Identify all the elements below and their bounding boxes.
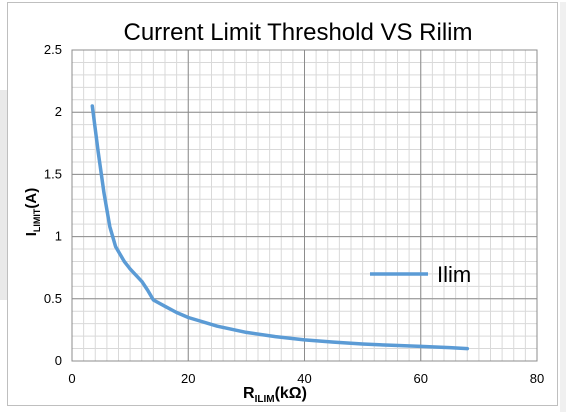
x-axis-title-main: R: [243, 385, 255, 402]
chart-legend: Ilim: [370, 262, 471, 287]
y-tick-label: 0: [55, 353, 62, 368]
chart-series: [90, 104, 470, 351]
legend-label: Ilim: [437, 262, 471, 287]
x-tick-label: 60: [414, 371, 428, 386]
y-tick-label: 2: [55, 104, 62, 119]
plot-area-border: [71, 49, 538, 362]
y-axis-title-sub: LIMIT: [32, 208, 42, 232]
y-tick-label: 1: [55, 229, 62, 244]
x-axis-title-tail: (kΩ): [275, 385, 307, 402]
y-axis-title-tail: (A): [23, 188, 40, 209]
y-tick-label: 2.5: [44, 42, 62, 57]
x-axis-title: RILIM(kΩ): [243, 385, 307, 405]
x-tick-label: 0: [68, 371, 75, 386]
x-tick-label: 20: [181, 371, 195, 386]
chart-grid: [71, 49, 538, 362]
y-tick-label: 0.5: [44, 291, 62, 306]
left-background-strip: [0, 90, 7, 300]
x-axis-title-sub: ILIM: [255, 394, 275, 405]
chart-title: Current Limit Threshold VS Rilim: [124, 19, 473, 46]
x-tick-label: 40: [297, 371, 311, 386]
x-tick-label: 80: [530, 371, 544, 386]
y-axis-title: ILIMIT(A): [23, 188, 42, 237]
series-line: [90, 104, 470, 351]
y-tick-label: 1.5: [44, 166, 62, 181]
tick-labels: 0 20 40 60 80 0 0.5 1 1.5 2 2.5: [44, 42, 544, 386]
right-background-strip: [560, 2, 566, 412]
y-axis-title-main: I: [23, 232, 40, 236]
